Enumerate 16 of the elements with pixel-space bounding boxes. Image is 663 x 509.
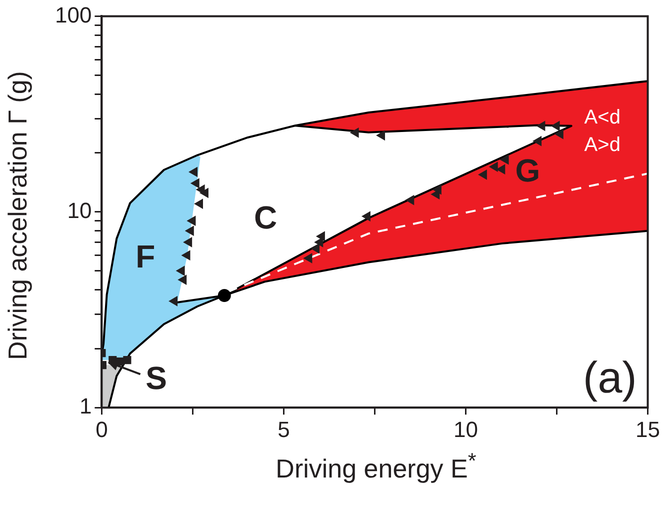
y-tick-label: 10 bbox=[67, 198, 92, 223]
annotation: A>d bbox=[584, 134, 620, 156]
x-axis-title: Driving energy E$^{*}$ bbox=[274, 448, 478, 485]
x-tick-label: 5 bbox=[278, 416, 290, 442]
annotation: C bbox=[254, 200, 278, 236]
annotation: F bbox=[136, 238, 156, 275]
annotation: (a) bbox=[583, 353, 637, 402]
x-tick-label: 15 bbox=[636, 416, 660, 442]
y-tick-label: 1 bbox=[79, 394, 92, 419]
y-axis-title: Driving acceleration Γ (g) bbox=[2, 70, 34, 362]
annotation: G bbox=[515, 152, 540, 189]
y-tick-label: 100 bbox=[54, 2, 92, 28]
x-tick-label: 0 bbox=[96, 416, 108, 442]
annotation: A<d bbox=[584, 106, 620, 128]
annotation: S bbox=[146, 360, 167, 396]
x-tick-label: 10 bbox=[454, 416, 478, 442]
